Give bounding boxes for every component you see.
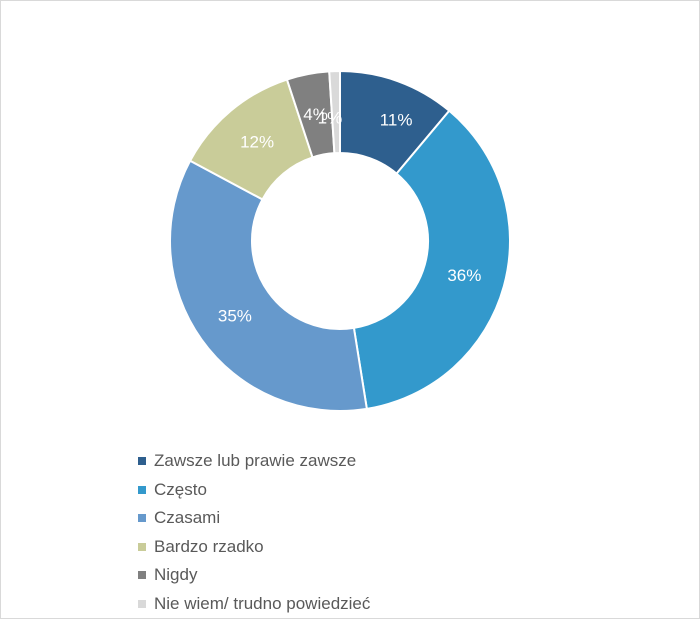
legend-swatch [138,571,146,580]
legend-item-bardzo-rzadko: Bardzo rzadko [138,533,370,562]
legend-label: Bardzo rzadko [154,536,264,556]
donut-chart: 11% 36% 35% 12% 4%1% [169,69,511,412]
data-label-nie-wiem-trudno-powiedziec: 1% [318,109,343,128]
legend-swatch [138,457,146,466]
data-label-nigdy: 4% [303,105,328,124]
legend-swatch [138,485,146,494]
slice-nie-wiem-trudno-powiedziec [328,69,341,155]
legend-label: Nigdy [154,565,198,585]
legend-swatch [138,599,146,608]
legend-item-nie-wiem-trudno-powiedziec: Nie wiem/ trudno powiedzieć [138,590,370,619]
legend-item-zawsze-lub-prawie-zawsze: Zawsze lub prawie zawsze [138,447,370,476]
legend-label: Nie wiem/ trudno powiedzieć [154,593,371,613]
slice-czesto [352,109,511,411]
data-label-bardzo-rzadko: 12% [240,133,274,152]
legend-label: Często [154,479,207,499]
legend-item-nigdy: Nigdy [138,561,370,590]
legend-label: Zawsze lub prawie zawsze [154,451,357,471]
legend-item-czasami: Czasami [138,504,370,533]
legend-swatch [138,514,146,523]
legend-item-czesto: Często [138,476,370,505]
data-label-czesto: 36% [447,266,481,285]
legend-swatch [138,542,146,551]
slice-czasami [169,159,369,412]
legend-label: Czasami [154,508,221,528]
data-label-zawsze-lub-prawie-zawsze: 11% [380,110,413,129]
data-label-czasami: 35% [218,306,252,325]
legend: Zawsze lub prawie zawsze Często Czasami Bar… [138,447,370,618]
